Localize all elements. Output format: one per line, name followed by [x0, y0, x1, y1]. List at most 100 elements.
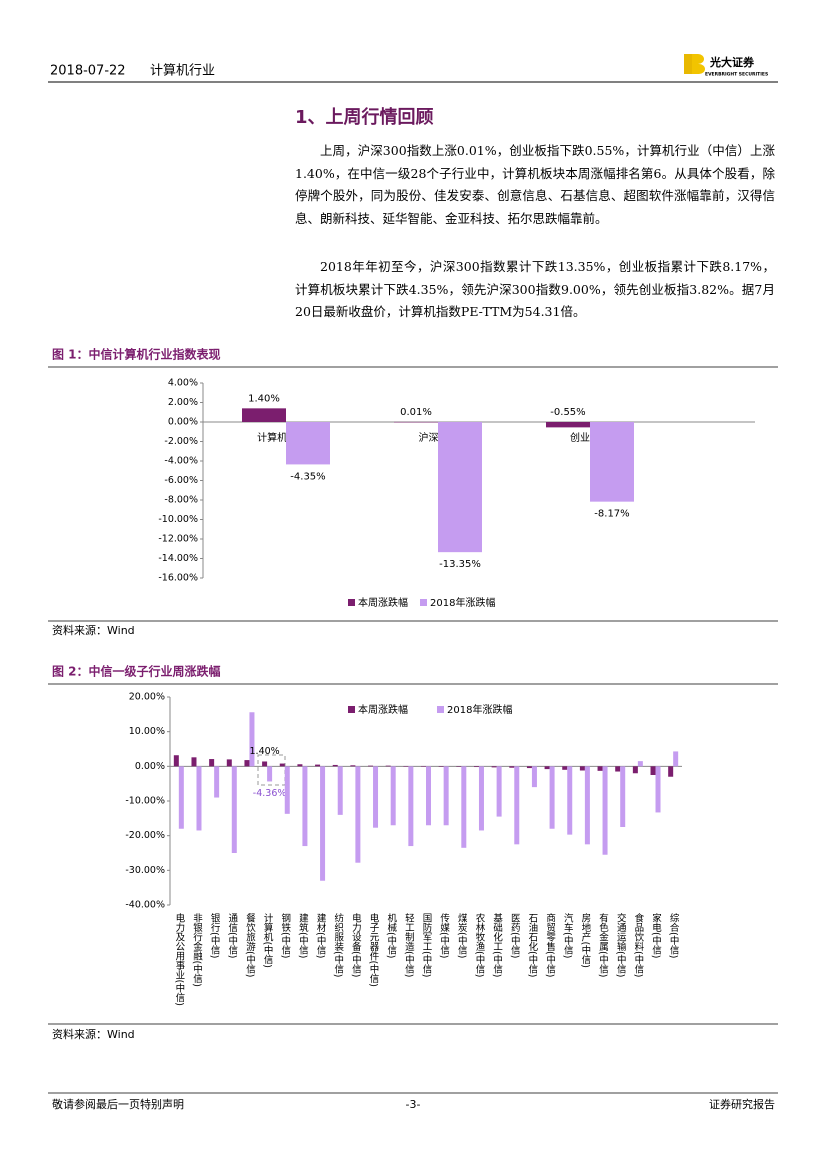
bar	[173, 755, 179, 767]
bar	[438, 766, 444, 767]
x-tick-label: 农林牧渔(中信)	[473, 912, 485, 977]
bar	[443, 766, 449, 826]
bar	[231, 766, 237, 853]
x-tick-label: 电子元器件(中信)	[368, 912, 380, 987]
x-tick-label: 汽车(中信)	[562, 912, 574, 958]
bar	[394, 421, 438, 423]
legend-swatch	[348, 706, 355, 713]
bar	[590, 422, 634, 502]
x-tick-label: 非银行金融(中信)	[191, 912, 203, 987]
bar	[244, 760, 250, 767]
bar	[302, 766, 308, 847]
bar	[426, 766, 431, 826]
x-tick-label: 有色金属(中信)	[597, 912, 609, 977]
bar	[562, 766, 568, 770]
x-tick-label: 纺织服装(中信)	[332, 912, 344, 977]
bar	[526, 766, 532, 769]
y-tick-label: 0.00%	[168, 417, 198, 428]
x-tick-label: 传媒(中信)	[438, 912, 450, 958]
bar	[390, 766, 396, 826]
paragraph: 2018年年初至今，沪深300指数累计下跌13.35%，创业板指累计下跌8.17…	[295, 259, 775, 319]
bar	[637, 761, 643, 767]
bar	[496, 766, 502, 817]
bar	[286, 422, 330, 465]
legend-label: 2018年涨跌幅	[430, 596, 495, 609]
y-tick-label: -20.00%	[125, 830, 165, 841]
value-label: -13.35%	[439, 559, 481, 570]
bar	[226, 759, 232, 767]
bar	[421, 765, 426, 767]
header-date: 2018-07-22	[50, 64, 126, 79]
bar	[242, 408, 286, 422]
footer-right: 证券研究报告	[709, 1097, 775, 1111]
bar	[584, 766, 590, 845]
x-tick-label: 银行(中信)	[209, 912, 221, 958]
y-tick-label: -8.00%	[164, 495, 198, 506]
x-tick-label: 餐饮旅游(中信)	[244, 912, 256, 977]
bar	[597, 766, 603, 771]
y-tick-label: 20.00%	[129, 692, 165, 703]
y-tick-label: 10.00%	[129, 726, 165, 737]
figure-source: 资料来源：Wind	[52, 623, 135, 637]
bar	[491, 766, 497, 768]
legend-swatch	[437, 706, 444, 713]
y-tick-label: -2.00%	[164, 436, 198, 447]
bar	[267, 766, 273, 782]
legend-label: 本周涨跌幅	[358, 596, 408, 609]
x-tick-label: 交通运输(中信)	[615, 912, 627, 977]
bar	[549, 766, 555, 829]
bar	[214, 766, 220, 798]
bar	[544, 766, 550, 770]
value-label: 1.40%	[250, 746, 280, 757]
x-tick-label: 钢铁(中信)	[279, 912, 291, 958]
bar	[178, 766, 184, 829]
bar	[408, 766, 414, 847]
bar	[579, 766, 585, 771]
x-tick-label: 计算机(中信)	[262, 912, 274, 968]
y-tick-label: -4.00%	[164, 456, 198, 467]
bar	[368, 765, 374, 767]
bar	[337, 766, 343, 815]
header-industry: 计算机行业	[150, 64, 215, 79]
bar	[209, 759, 215, 767]
value-label: 0.01%	[400, 407, 432, 418]
bar	[673, 751, 679, 767]
bar	[620, 766, 626, 827]
paragraph: 上周，沪深300指数上涨0.01%，创业板指下跌0.55%，计算机行业（中信）上…	[295, 143, 775, 226]
y-tick-label: -14.00%	[158, 553, 198, 564]
figure-caption: 图 2：中信一级子行业周涨跌幅	[52, 664, 221, 679]
x-tick-label: 电力设备(中信)	[350, 912, 362, 977]
bar	[567, 766, 573, 835]
bar	[531, 766, 537, 788]
section-title: 1、上周行情回顾	[295, 106, 434, 128]
bar	[385, 765, 391, 767]
value-label: 1.40%	[248, 393, 280, 404]
y-tick-label: -10.00%	[158, 514, 198, 525]
y-tick-label: -12.00%	[158, 534, 198, 545]
x-tick-label: 通信(中信)	[226, 913, 238, 958]
bar	[650, 766, 656, 775]
y-tick-label: -30.00%	[125, 865, 165, 876]
x-tick-label: 建材(中信)	[315, 912, 327, 958]
x-tick-label: 建筑(中信)	[297, 912, 309, 958]
x-tick-label: 家电(中信)	[650, 912, 662, 958]
x-tick-label: 商贸零售(中信)	[544, 912, 556, 977]
x-tick-label: 轻工制造(中信)	[403, 912, 415, 977]
bar	[249, 712, 255, 767]
bar	[332, 764, 338, 767]
bar	[668, 766, 674, 777]
bar	[546, 422, 590, 428]
bar	[615, 766, 621, 772]
legend-label: 本周涨跌幅	[358, 703, 408, 716]
bar	[456, 766, 462, 767]
bar	[196, 766, 202, 831]
bar	[602, 766, 608, 855]
bar	[373, 766, 379, 828]
bar	[262, 761, 268, 767]
x-tick-label: 房地产(中信)	[579, 912, 591, 968]
bar	[509, 766, 515, 768]
bar	[297, 764, 303, 767]
bar	[350, 765, 356, 767]
bar	[438, 422, 482, 553]
